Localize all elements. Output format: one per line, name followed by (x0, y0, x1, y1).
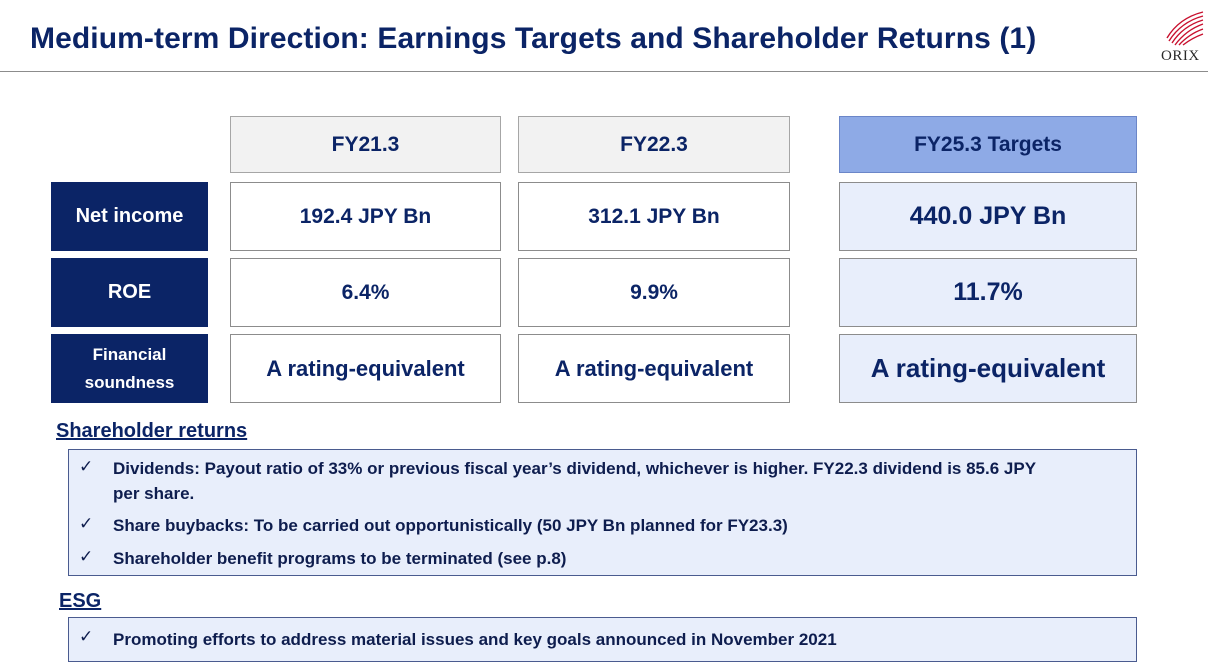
shareholder-returns-heading: Shareholder returns (56, 420, 248, 442)
esg-box: ✓ Promoting efforts to address material … (68, 617, 1137, 662)
check-icon: ✓ (79, 547, 94, 567)
roe-fy22: 9.9% (518, 258, 790, 327)
col-header-fy25-targets: FY25.3 Targets (839, 116, 1137, 173)
logo-mark-icon (1166, 11, 1204, 46)
shareholder-returns-box: ✓ Dividends: Payout ratio of 33% or prev… (68, 449, 1137, 576)
soundness-fy21: A rating-equivalent (230, 334, 501, 403)
row-label-net-income: Net income (51, 182, 208, 251)
soundness-fy25-target: A rating-equivalent (839, 334, 1137, 403)
roe-fy25-target: 11.7% (839, 258, 1137, 327)
row-label-line1: Financial (92, 344, 167, 364)
net-income-fy22: 312.1 JPY Bn (518, 182, 790, 251)
soundness-fy22: A rating-equivalent (518, 334, 790, 403)
row-label-roe: ROE (51, 258, 208, 327)
check-icon: ✓ (79, 514, 94, 534)
check-icon: ✓ (79, 627, 94, 647)
page-title: Medium-term Direction: Earnings Targets … (30, 22, 1037, 55)
list-item-text: per share. (113, 484, 195, 503)
esg-heading: ESG (59, 590, 102, 612)
logo-text: ORIX (1161, 48, 1200, 64)
col-header-fy22: FY22.3 (518, 116, 790, 173)
roe-fy21: 6.4% (230, 258, 501, 327)
title-divider (0, 71, 1208, 72)
list-item-esg: Promoting efforts to address material is… (113, 630, 837, 649)
list-item-text: Dividends: Payout ratio of 33% or previo… (113, 459, 1037, 478)
col-header-fy21: FY21.3 (230, 116, 501, 173)
row-label-line2: soundness (84, 372, 175, 392)
net-income-fy25-target: 440.0 JPY Bn (839, 182, 1137, 251)
orix-logo: ORIX (1161, 8, 1208, 66)
list-item-dividends: Dividends: Payout ratio of 33% or previo… (113, 456, 1123, 506)
net-income-fy21: 192.4 JPY Bn (230, 182, 501, 251)
check-icon: ✓ (79, 457, 94, 477)
list-item-buybacks: Share buybacks: To be carried out opport… (113, 516, 788, 535)
row-label-financial-soundness: Financial soundness (51, 334, 208, 403)
list-item-benefit-programs: Shareholder benefit programs to be termi… (113, 549, 567, 568)
